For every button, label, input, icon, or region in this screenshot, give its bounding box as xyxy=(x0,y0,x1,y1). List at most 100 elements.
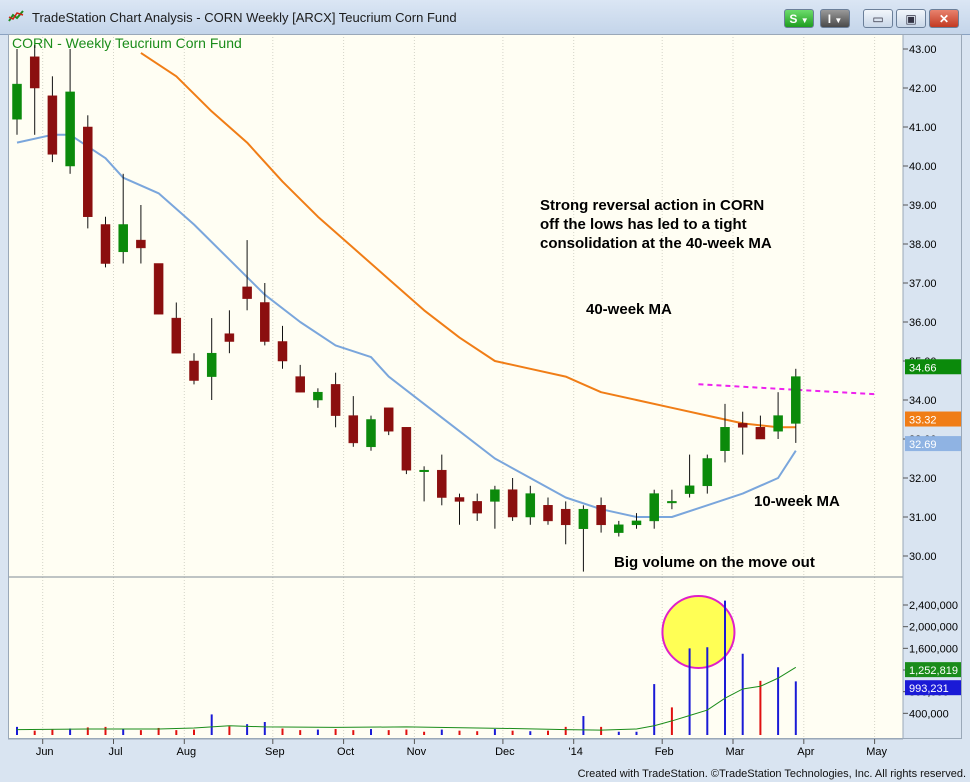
candle-body xyxy=(100,224,111,264)
price-tick-label: 41.00 xyxy=(909,122,937,134)
candle-body xyxy=(313,391,323,401)
candle-body xyxy=(649,493,659,522)
candle-body xyxy=(702,458,713,487)
candle-body xyxy=(454,497,465,502)
candle-body xyxy=(295,376,305,393)
candle-body xyxy=(366,419,376,448)
candle-body xyxy=(171,317,182,354)
candle-body xyxy=(260,302,270,342)
price-tick-label: 42.00 xyxy=(909,83,937,95)
candle-body xyxy=(791,376,801,424)
candle-body xyxy=(755,427,766,440)
price-tick-label: 30.00 xyxy=(909,551,937,563)
price-tick-label: 37.00 xyxy=(909,278,937,290)
volume-average-line xyxy=(16,666,797,731)
close-button[interactable]: ✕ xyxy=(929,9,959,28)
candle-body xyxy=(12,83,22,120)
minimize-icon: ▭ xyxy=(872,12,884,26)
candle-body xyxy=(136,239,146,249)
ma10-label: 10-week MA xyxy=(754,493,840,510)
window-title: TradeStation Chart Analysis - CORN Weekl… xyxy=(32,10,457,25)
ma40-label: 40-week MA xyxy=(586,301,672,318)
candle-body xyxy=(543,505,553,522)
close-icon: ✕ xyxy=(938,12,950,26)
candle-body xyxy=(525,493,536,518)
month-label: Feb xyxy=(655,746,674,758)
volume-annotation: Big volume on the move out xyxy=(614,554,815,571)
candle-body xyxy=(383,407,394,432)
candle-body xyxy=(773,415,783,432)
ma40-line xyxy=(140,52,796,429)
tradestation-logo-icon xyxy=(8,10,24,22)
price-tick-label: 39.00 xyxy=(909,200,937,212)
month-label: Sep xyxy=(265,746,285,758)
candle-body xyxy=(330,384,341,416)
candle-body xyxy=(560,508,571,526)
candle-body xyxy=(206,352,217,377)
candle-body xyxy=(65,91,75,167)
month-label: Nov xyxy=(407,746,427,758)
candle-body xyxy=(277,341,288,362)
window-title-bar: TradeStation Chart Analysis - CORN Weekl… xyxy=(0,0,970,35)
month-label: '14 xyxy=(569,746,583,758)
price-badge-ma10-label: 32.69 xyxy=(909,439,937,451)
month-label: Jun xyxy=(36,746,54,758)
volume-tick-label: 400,000 xyxy=(909,708,949,720)
month-label: Oct xyxy=(337,746,354,758)
candle-body xyxy=(189,360,199,381)
candle-body xyxy=(437,469,447,498)
month-label: May xyxy=(866,746,887,758)
price-badge-ma40-label: 33.32 xyxy=(909,415,937,427)
i-button[interactable]: I ▼ xyxy=(820,9,850,28)
candle-body xyxy=(47,95,58,155)
candle-body xyxy=(614,524,624,533)
price-badge-ma40 xyxy=(905,411,961,427)
price-tick-label: 40.00 xyxy=(909,161,937,173)
chart-title: CORN - Weekly Teucrium Corn Fund xyxy=(12,35,242,51)
reversal-annotation-line3: consolidation at the 40-week MA xyxy=(540,235,772,252)
candle-body xyxy=(667,501,677,504)
candle-body xyxy=(596,505,606,526)
restore-button[interactable]: ▣ xyxy=(896,9,926,28)
price-tick-label: 31.00 xyxy=(909,512,937,524)
candle-body xyxy=(29,56,40,89)
price-tick-label: 32.00 xyxy=(909,473,937,485)
restore-icon: ▣ xyxy=(905,12,917,26)
volume-highlight-circle xyxy=(661,595,736,669)
candle-body xyxy=(401,427,412,471)
volume-badge-current-label: 993,231 xyxy=(909,683,949,695)
minimize-button[interactable]: ▭ xyxy=(863,9,893,28)
volume-tick-label: 2,400,000 xyxy=(909,600,958,612)
price-badge-close xyxy=(905,359,961,375)
candle-body xyxy=(578,508,589,529)
chevron-down-icon: ▼ xyxy=(834,16,843,25)
chevron-down-icon: ▼ xyxy=(800,16,809,25)
s-button[interactable]: S ▼ xyxy=(784,9,814,28)
volume-tick-label: 2,000,000 xyxy=(909,622,958,634)
volume-badge-average xyxy=(905,662,961,678)
month-label: Dec xyxy=(495,746,515,758)
volume-badge-current xyxy=(905,680,961,696)
candle-body xyxy=(224,333,235,342)
price-tick-label: 38.00 xyxy=(909,239,937,251)
price-tick-label: 34.00 xyxy=(909,395,937,407)
candle-body xyxy=(720,427,730,451)
reversal-annotation-line2: off the lows has led to a tight xyxy=(540,216,747,233)
candle-body xyxy=(242,286,252,299)
price-tick-label: 36.00 xyxy=(909,317,937,329)
reversal-annotation-line1: Strong reversal action in CORN xyxy=(540,197,764,214)
month-label: Apr xyxy=(797,746,814,758)
month-label: Mar xyxy=(726,746,745,758)
volume-badge-average-label: 1,252,819 xyxy=(909,665,958,677)
candle-body xyxy=(472,501,482,514)
candle-body xyxy=(83,126,93,217)
credit-text: Created with TradeStation. ©TradeStation… xyxy=(577,768,966,780)
candle-body xyxy=(737,423,748,428)
candle-body xyxy=(153,263,164,315)
price-badge-close-label: 34.66 xyxy=(909,362,937,374)
candle-body xyxy=(348,415,359,444)
candle-body xyxy=(490,489,500,502)
candle-body xyxy=(684,485,695,494)
month-label: Jul xyxy=(108,746,122,758)
price-tick-label: 43.00 xyxy=(909,44,937,56)
